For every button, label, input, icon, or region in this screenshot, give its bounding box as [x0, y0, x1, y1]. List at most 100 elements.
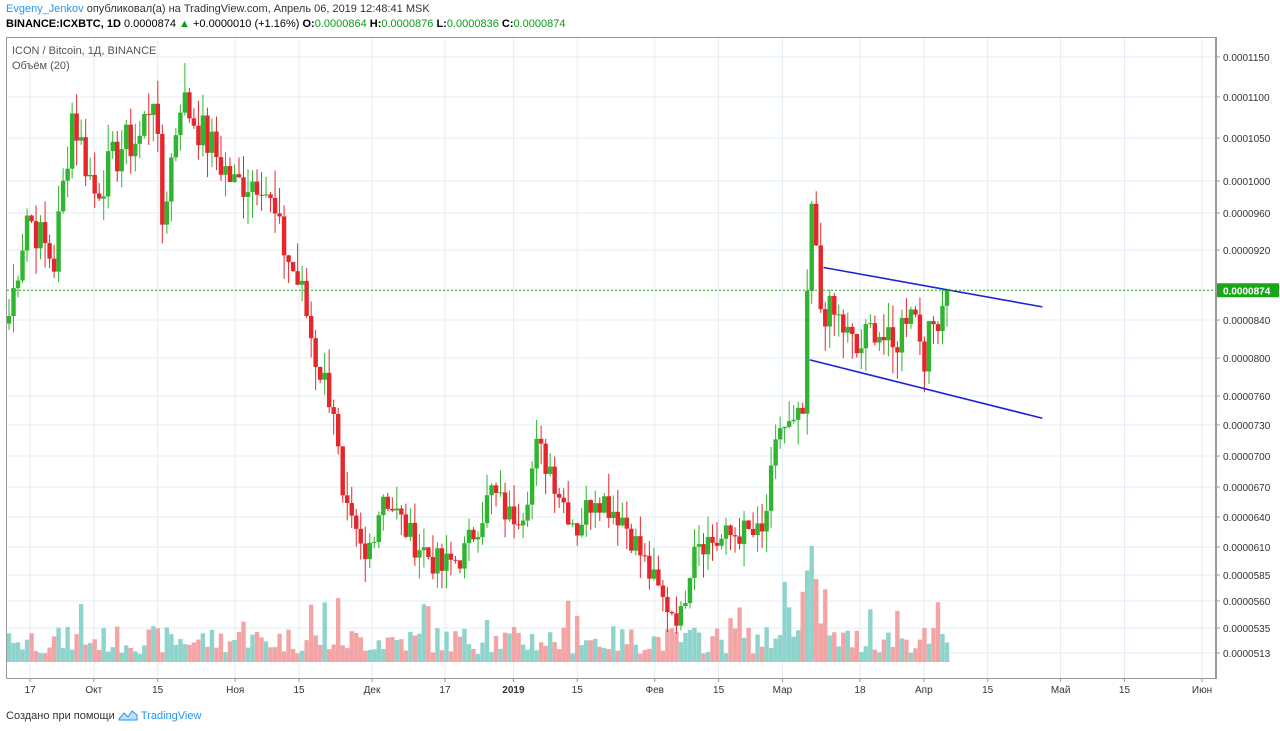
volume-bar: [678, 642, 684, 662]
x-tick-label: 2019: [502, 685, 525, 696]
volume-bar: [818, 623, 823, 662]
candle-body: [556, 493, 562, 498]
candle-body: [917, 314, 923, 342]
x-tick-label: 15: [152, 685, 164, 696]
candle-body: [245, 192, 251, 197]
candle-body: [363, 543, 368, 560]
candle-body: [547, 466, 553, 474]
volume-bar: [597, 646, 602, 662]
volume-bar: [29, 633, 34, 662]
published-text: опубликовал(а) на TradingView.com, Апрел…: [86, 3, 430, 15]
candle-body: [299, 280, 305, 285]
volume-bar: [101, 628, 106, 662]
candle-body: [543, 443, 548, 474]
candle-body: [336, 413, 341, 447]
candle-body: [426, 547, 431, 557]
y-tick-label: 0.0000840: [1223, 316, 1271, 327]
volume-bar: [92, 639, 97, 662]
volume-bar: [493, 636, 499, 662]
candle-body: [345, 495, 350, 504]
candle-body: [15, 280, 21, 289]
candle-body: [728, 525, 733, 536]
volume-bar: [687, 629, 693, 662]
volume-bar: [367, 649, 372, 662]
volume-bar: [124, 645, 129, 662]
x-tick-label: 15: [982, 685, 994, 696]
volume-bar: [83, 644, 88, 662]
volume-bar: [408, 631, 413, 662]
candle-body: [904, 317, 909, 324]
trendline: [809, 359, 1043, 420]
volume-bar: [854, 630, 860, 662]
volume-bar: [412, 635, 418, 662]
tradingview-link[interactable]: TradingView: [140, 710, 202, 722]
candle-body: [241, 177, 246, 197]
x-tick-label: Фев: [646, 685, 664, 696]
x-tick-label: 15: [713, 685, 725, 696]
candle-body: [777, 428, 783, 440]
volume-bar: [570, 653, 575, 662]
candle-body: [651, 569, 657, 579]
candle-body: [457, 560, 463, 569]
volume-bar: [250, 634, 255, 662]
candle-body: [290, 262, 296, 272]
candle-body: [669, 612, 675, 614]
candle-body: [408, 522, 413, 537]
candle-body: [268, 194, 273, 198]
volume-bar: [47, 647, 52, 662]
volume-bar: [484, 619, 490, 662]
volume-bars: [6, 546, 950, 662]
candle-body: [827, 295, 832, 327]
candle-body: [232, 174, 237, 183]
y-tick-label: 0.0000670: [1223, 483, 1271, 494]
candle-body: [584, 500, 589, 525]
volume-bar: [363, 650, 368, 662]
volume-bar: [259, 637, 264, 662]
candle-body: [692, 546, 697, 578]
x-tick-label: Ноя: [226, 685, 244, 696]
candle-body: [575, 523, 580, 536]
candle-body: [33, 221, 39, 249]
volume-bar: [593, 638, 598, 662]
volume-bar: [308, 604, 314, 662]
candle-body: [931, 321, 936, 325]
volume-bar: [74, 634, 79, 662]
candle-body: [47, 243, 52, 259]
volume-bar: [146, 629, 151, 662]
x-tick-label: Май: [1051, 685, 1071, 696]
volume-bar: [87, 643, 93, 662]
candle-body: [218, 157, 224, 175]
candle-body: [940, 305, 945, 332]
author-link[interactable]: Evgeny_Jenkov: [6, 3, 84, 15]
volume-bar: [178, 639, 183, 662]
candle-body: [687, 577, 693, 604]
candle-body: [263, 194, 269, 196]
y-tick-label: 0.0000610: [1223, 543, 1271, 554]
volume-bar: [511, 626, 517, 662]
candle-body: [439, 548, 445, 571]
candle-body: [381, 496, 386, 516]
volume-bar: [381, 649, 386, 662]
candle-body: [516, 524, 521, 526]
volume-bar: [895, 610, 900, 662]
tradingview-logo-icon: [118, 710, 138, 721]
candle-body: [182, 92, 188, 113]
candle-body: [399, 508, 404, 515]
volume-bar: [462, 628, 467, 662]
volume-bar: [836, 646, 841, 662]
last-price: 0.0000874: [123, 18, 176, 30]
candle-body: [800, 407, 805, 414]
candle-body: [899, 317, 905, 353]
volume-bar: [556, 649, 562, 662]
candle-body: [719, 538, 724, 546]
candle-body: [750, 528, 756, 536]
candle-body: [768, 465, 774, 511]
volume-bar: [435, 628, 440, 662]
candle-body: [403, 514, 409, 537]
volume-bar: [187, 644, 192, 662]
volume-bar: [552, 642, 557, 662]
volume-bar: [575, 615, 580, 662]
volume-bar: [295, 653, 300, 662]
volume-bar: [286, 629, 291, 662]
